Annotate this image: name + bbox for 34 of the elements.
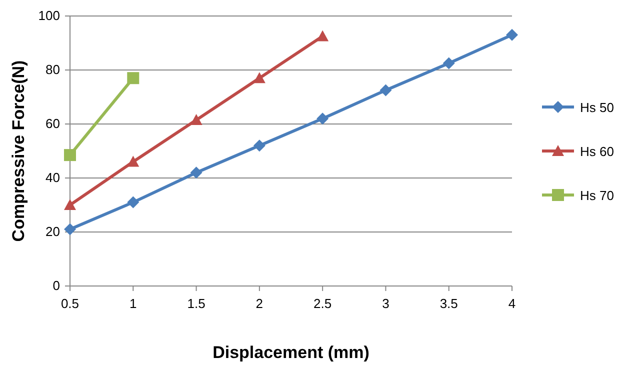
point bbox=[127, 196, 140, 208]
point bbox=[127, 156, 140, 167]
x-tick-label: 4 bbox=[508, 296, 516, 311]
point bbox=[64, 149, 76, 162]
legend-label: Hs 60 bbox=[580, 144, 614, 159]
x-tick-label: 3 bbox=[382, 296, 390, 311]
x-tick-label: 1 bbox=[130, 296, 137, 311]
x-tick-label: 2.5 bbox=[314, 296, 332, 311]
legend-label: Hs 70 bbox=[580, 188, 614, 203]
x-tick-label: 0.5 bbox=[60, 296, 80, 311]
point bbox=[442, 57, 455, 70]
x-tick-label: 3.5 bbox=[440, 296, 458, 311]
x-axis-title: Displacement (mm) bbox=[212, 343, 370, 362]
y-tick-label: 20 bbox=[46, 224, 60, 239]
point bbox=[316, 30, 329, 42]
point bbox=[380, 84, 392, 96]
point bbox=[127, 72, 140, 84]
point bbox=[253, 72, 266, 84]
y-tick-label: 60 bbox=[46, 116, 60, 131]
y-tick-label: 80 bbox=[46, 62, 60, 77]
point bbox=[253, 140, 266, 152]
y-tick-label: 100 bbox=[38, 8, 60, 23]
point bbox=[64, 223, 76, 236]
point bbox=[316, 112, 329, 125]
point bbox=[190, 114, 202, 125]
point bbox=[64, 199, 76, 210]
y-axis-title: Compressive Force(N) bbox=[9, 60, 28, 242]
x-tick-label: 2 bbox=[256, 296, 264, 311]
y-tick-label: 40 bbox=[46, 170, 60, 185]
point bbox=[506, 28, 518, 41]
legend-label: Hs 50 bbox=[580, 100, 614, 115]
point bbox=[190, 166, 202, 179]
y-tick-label: 0 bbox=[52, 278, 60, 293]
x-tick-label: 1.5 bbox=[187, 296, 206, 311]
